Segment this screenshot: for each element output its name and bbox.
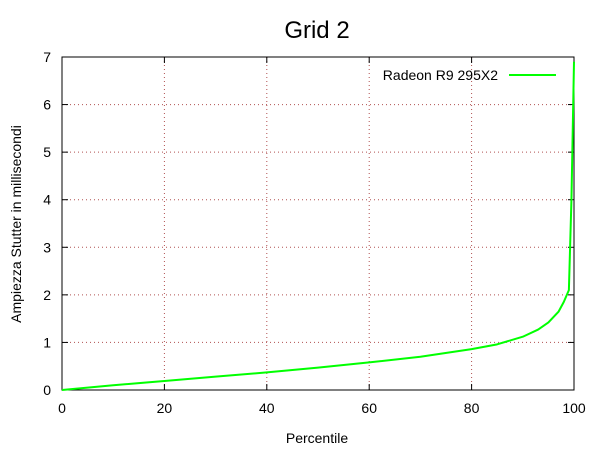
y-tick-label: 1 xyxy=(43,334,51,350)
chart-title: Grid 2 xyxy=(284,17,349,44)
y-tick-labels: 0 1 2 3 4 5 6 7 xyxy=(43,49,51,398)
y-axis-label: Ampiezza Stutter in millisecondi xyxy=(8,125,24,323)
y-tick-label: 3 xyxy=(43,239,51,255)
x-tick-label: 20 xyxy=(157,400,173,416)
series-line xyxy=(61,61,575,391)
x-tick-label: 0 xyxy=(58,400,66,416)
grid-lines xyxy=(62,57,574,390)
plot-frame xyxy=(61,56,575,391)
y-tick-label: 6 xyxy=(43,97,51,113)
legend: Radeon R9 295X2 xyxy=(383,67,556,83)
x-tick-label: 80 xyxy=(464,400,480,416)
x-tick-label: 40 xyxy=(259,400,275,416)
x-tick-label: 60 xyxy=(361,400,377,416)
y-tick-label: 7 xyxy=(43,49,51,65)
x-tick-label: 100 xyxy=(562,400,586,416)
series-layer xyxy=(61,61,575,391)
y-tick-label: 0 xyxy=(43,382,51,398)
y-tick-label: 5 xyxy=(43,144,51,160)
x-axis-label: Percentile xyxy=(286,430,348,446)
tick-marks xyxy=(61,56,575,391)
y-tick-label: 4 xyxy=(43,192,51,208)
legend-label: Radeon R9 295X2 xyxy=(383,67,498,83)
x-tick-labels: 0 20 40 60 80 100 xyxy=(58,400,586,416)
y-tick-label: 2 xyxy=(43,287,51,303)
